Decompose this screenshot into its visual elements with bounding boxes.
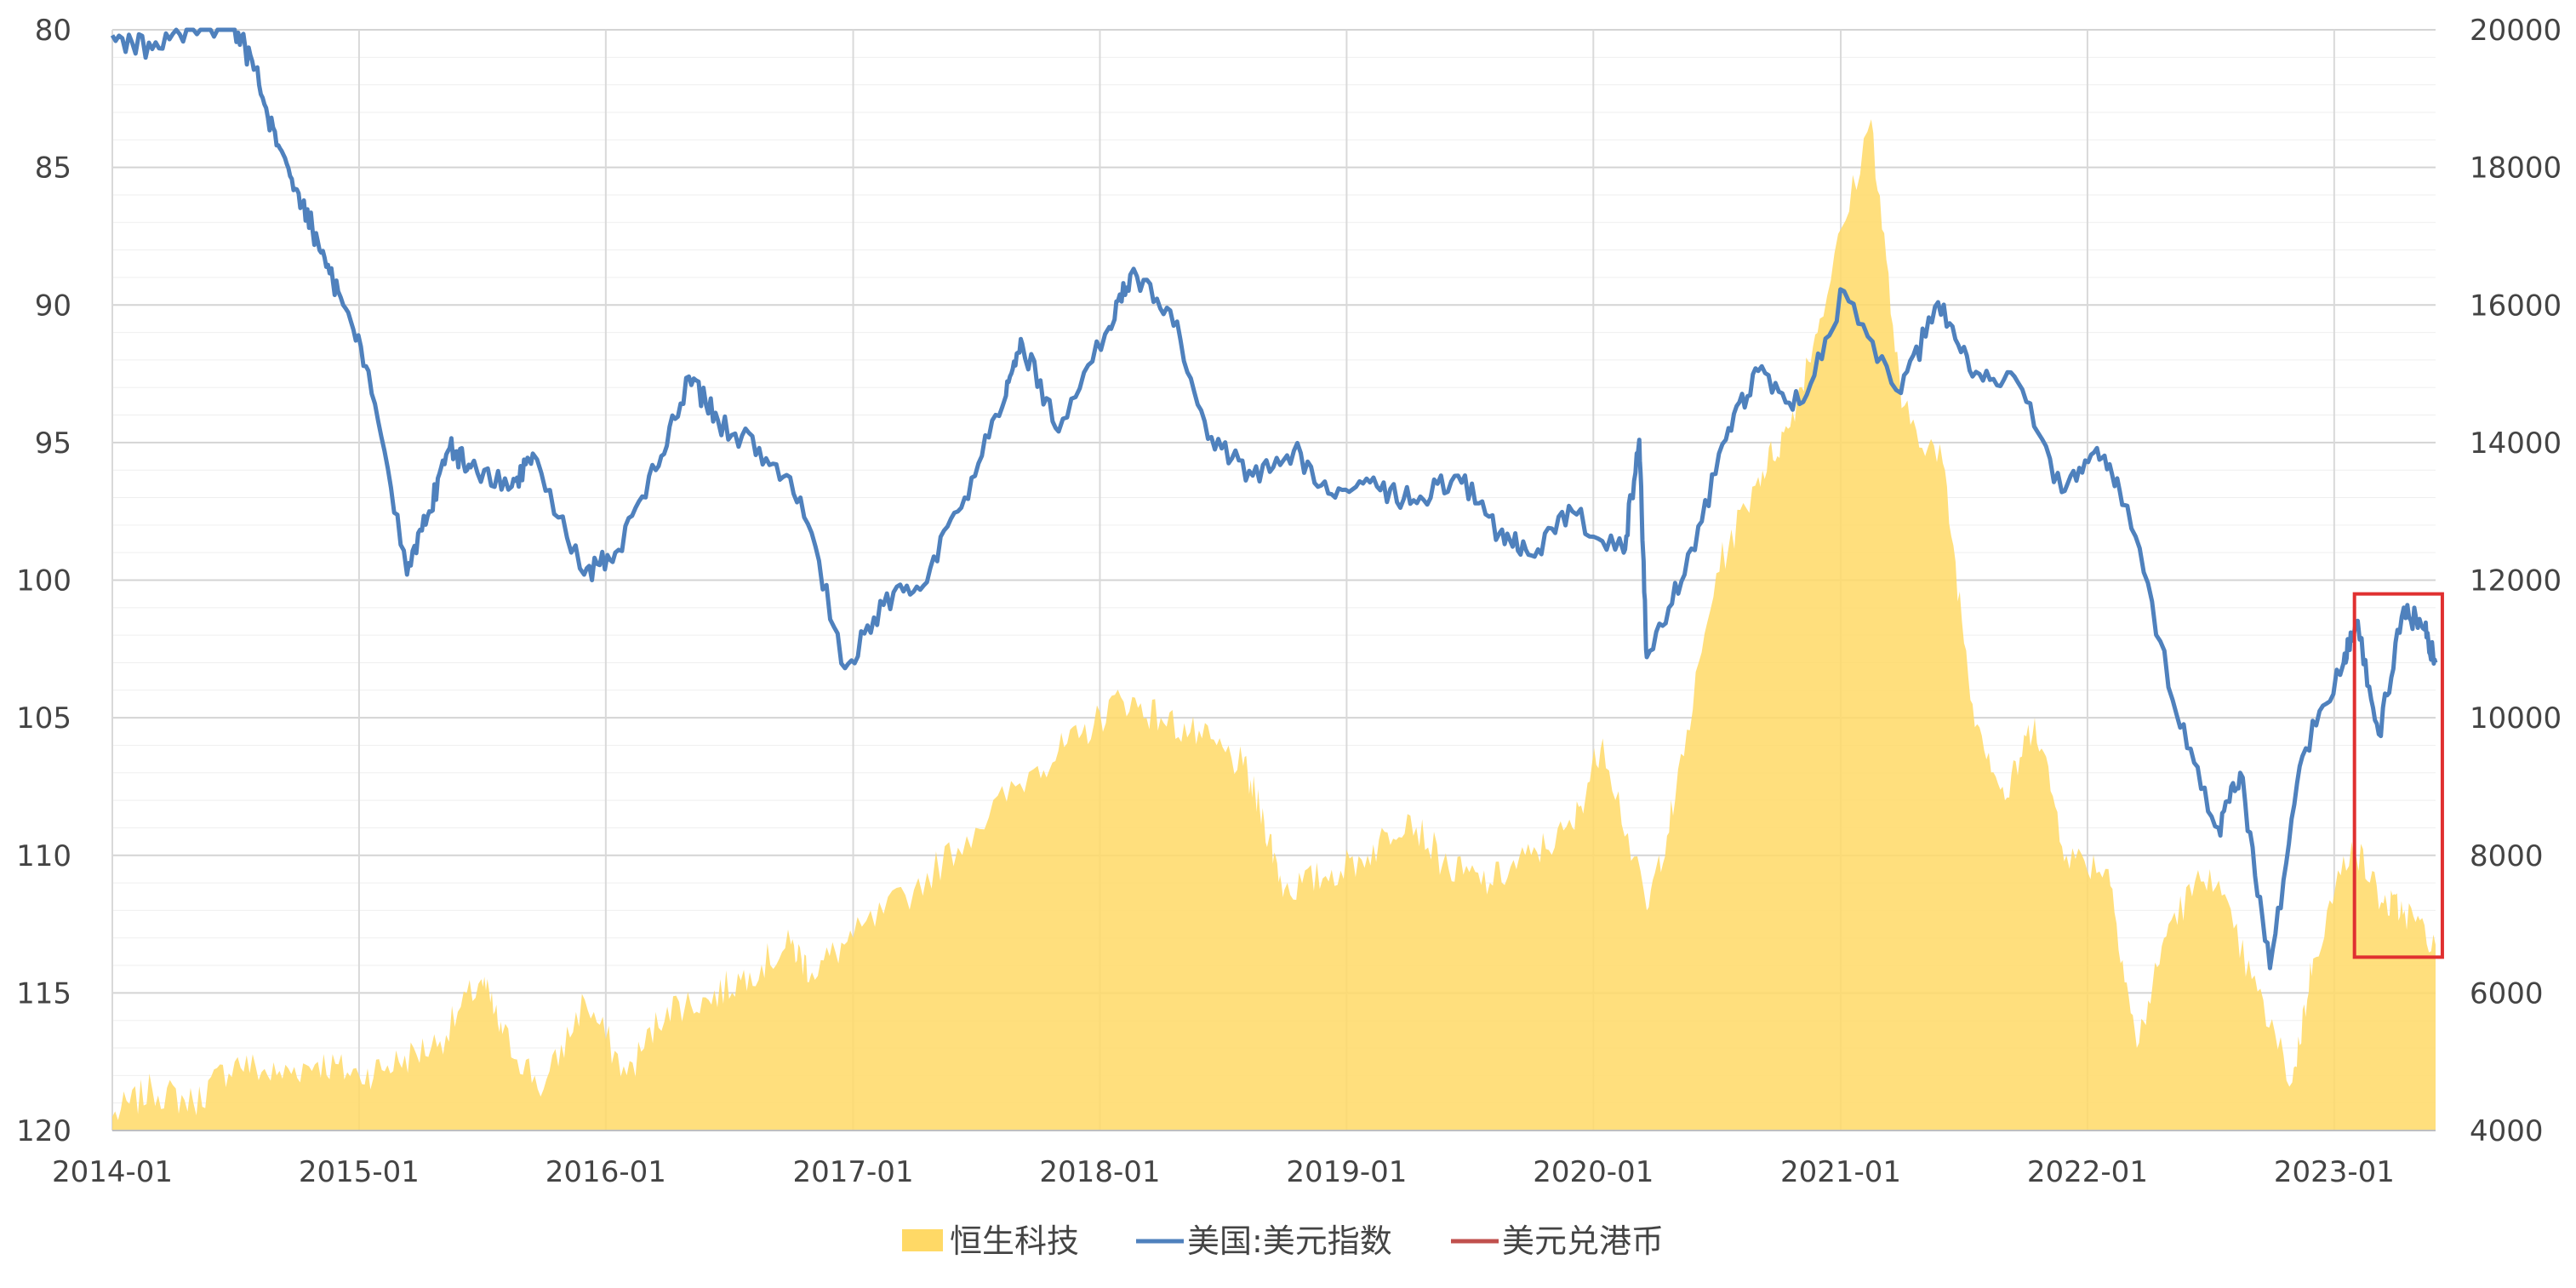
right-axis-tick-label: 20000 (2470, 14, 2562, 48)
x-axis-tick-label: 2018-01 (1039, 1155, 1160, 1189)
left-axis-tick-label: 110 (16, 839, 71, 873)
left-axis-tick-label: 95 (35, 426, 71, 461)
left-axis-tick-label: 120 (16, 1114, 71, 1148)
legend-label: 美元兑港币 (1502, 1222, 1664, 1260)
annotation-layer (2352, 592, 2444, 959)
area-layer (112, 119, 2436, 1131)
left-axis-tick-label: 105 (16, 701, 71, 736)
x-axis-tick-label: 2021-01 (1780, 1155, 1901, 1189)
left-axis-tick-label: 100 (16, 564, 71, 598)
series-area-hang-seng-tech (112, 119, 2436, 1131)
left-axis-tick-label: 85 (35, 152, 71, 186)
right-axis-tick-label: 16000 (2470, 289, 2562, 323)
series-line-dollar-index (110, 27, 2438, 970)
x-axis-tick-label: 2017-01 (793, 1155, 914, 1189)
legend-swatch-area (902, 1229, 943, 1251)
legend-label: 恒生科技 (950, 1222, 1079, 1260)
x-axis-tick-label: 2014-01 (52, 1155, 173, 1189)
right-axis-tick-label: 18000 (2470, 152, 2562, 186)
right-axis-tick-label: 4000 (2470, 1114, 2544, 1148)
right-axis-tick-label: 14000 (2470, 426, 2562, 461)
legend: 恒生科技 美国:美元指数 美元兑港币 (902, 1222, 1664, 1260)
line-layer (110, 27, 2438, 970)
x-axis-tick-label: 2022-01 (2027, 1155, 2148, 1189)
left-axis-tick-label: 115 (16, 976, 71, 1010)
left-axis-tick-label: 80 (35, 14, 71, 48)
x-axis-tick-label: 2015-01 (299, 1155, 420, 1189)
right-axis-tick-label: 12000 (2470, 564, 2562, 598)
x-axis-tick-label: 2019-01 (1286, 1155, 1407, 1189)
right-axis-tick-label: 10000 (2470, 701, 2562, 736)
right-axis-tick-label: 6000 (2470, 976, 2544, 1010)
x-axis-tick-label: 2023-01 (2274, 1155, 2395, 1189)
axis-layer: 80 85 90 95 100 105 110 115 120 20000 18000 16000 14… (16, 14, 2562, 1189)
legend-label: 美国:美元指数 (1187, 1222, 1392, 1260)
x-axis-tick-label: 2016-01 (545, 1155, 666, 1189)
x-axis-tick-label: 2020-01 (1533, 1155, 1654, 1189)
highlight-rectangle (2352, 592, 2444, 959)
left-axis-tick-label: 90 (35, 289, 71, 323)
right-axis-tick-label: 8000 (2470, 839, 2544, 873)
